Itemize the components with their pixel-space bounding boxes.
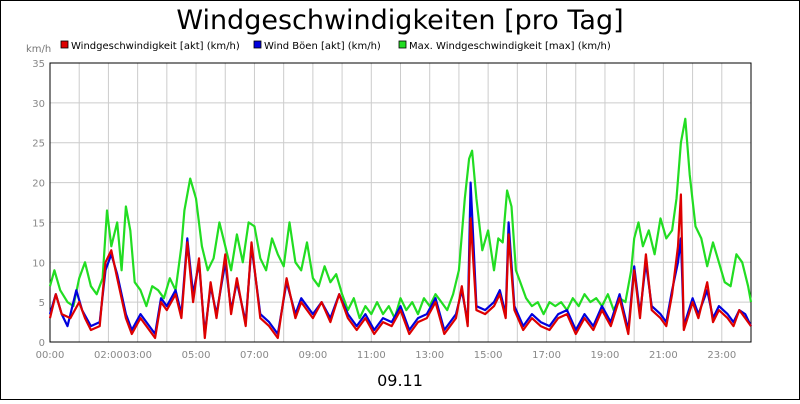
y-tick-label: 20 — [32, 179, 45, 190]
plot-border — [49, 62, 752, 343]
series-line — [48, 193, 752, 340]
y-tick-label: 0 — [39, 338, 45, 349]
x-tick-label: 05:00 — [182, 350, 211, 361]
axes: 0 5 10 15 20 25 30 35 00:00 02:00 03:00 05:00 07:00 0… — [32, 59, 752, 361]
x-tick-label: 02:00 — [94, 350, 123, 361]
x-tick-label: 15:00 — [474, 350, 503, 361]
legend: Windgeschwindigkeit [akt] (km/h) Wind Böe… — [60, 40, 611, 52]
legend-swatch — [253, 40, 262, 49]
legend-label: Windgeschwindigkeit [akt] (km/h) — [71, 41, 240, 52]
chart-title: Windgeschwindigkeiten [pro Tag] — [176, 5, 623, 36]
legend-swatch — [60, 40, 69, 49]
y-tick-label: 15 — [32, 218, 45, 229]
legend-label: Wind Böen [akt] (km/h) — [264, 41, 381, 52]
y-unit-label: km/h — [26, 44, 51, 55]
y-tick-label: 35 — [32, 59, 45, 70]
x-tick-label: 09:00 — [298, 350, 327, 361]
x-tick-label: 03:00 — [123, 350, 152, 361]
plot-area — [48, 117, 753, 340]
series-line — [48, 117, 753, 320]
x-tick-label: 19:00 — [591, 350, 620, 361]
x-tick-label: 07:00 — [240, 350, 269, 361]
legend-swatch — [398, 40, 407, 49]
x-axis-label: 09.11 — [377, 371, 423, 390]
x-tick-label: 13:00 — [415, 350, 444, 361]
x-tick-label: 21:00 — [649, 350, 678, 361]
x-tick-label: 00:00 — [36, 350, 65, 361]
y-tick-label: 10 — [32, 258, 45, 269]
y-tick-label: 5 — [39, 298, 45, 309]
y-tick-label: 25 — [32, 139, 45, 150]
x-tick-label: 23:00 — [707, 350, 736, 361]
legend-label: Max. Windgeschwindigkeit [max] (km/h) — [409, 41, 611, 52]
x-tick-label: 11:00 — [357, 350, 386, 361]
y-tick-label: 30 — [32, 99, 45, 110]
x-tick-label: 17:00 — [532, 350, 561, 361]
